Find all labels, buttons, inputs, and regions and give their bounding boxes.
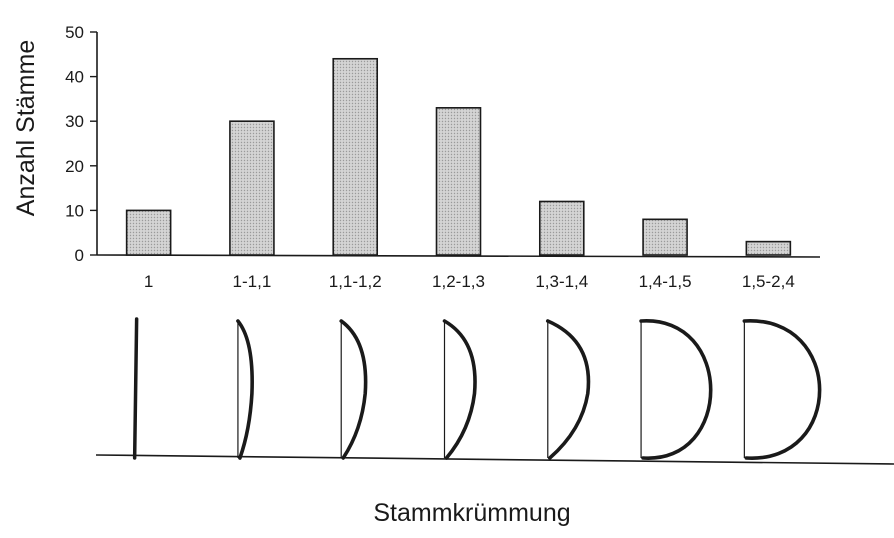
y-tick-label: 40 bbox=[65, 68, 84, 87]
half-circle-stem-icon bbox=[639, 319, 713, 460]
bars bbox=[125, 57, 792, 256]
bar bbox=[229, 120, 275, 256]
category-label: 1,1-1,2 bbox=[329, 272, 382, 291]
x-axis-line bbox=[96, 254, 821, 258]
bar bbox=[642, 218, 688, 256]
y-axis-title: Anzahl Stämme bbox=[12, 40, 40, 216]
y-ticks: 0 10 20 30 40 50 bbox=[65, 23, 97, 265]
category-label: 1,5-2,4 bbox=[742, 272, 795, 291]
curved-stem-icon bbox=[339, 319, 368, 460]
bar bbox=[745, 240, 792, 256]
curvature-icons bbox=[132, 317, 822, 460]
y-tick-label: 10 bbox=[65, 201, 84, 220]
bar bbox=[332, 57, 379, 256]
category-label: 1 bbox=[144, 272, 153, 291]
category-label: 1-1,1 bbox=[233, 272, 272, 291]
y-tick-label: 30 bbox=[65, 112, 84, 131]
category-labels: 1 1-1,1 1,1-1,2 1,2-1,3 1,3-1,4 1,4-1,5 1,5-2,… bbox=[144, 272, 795, 291]
bar bbox=[435, 107, 482, 256]
ground-line bbox=[95, 454, 894, 465]
y-tick-label: 20 bbox=[65, 157, 84, 176]
strongly-curved-stem-icon bbox=[545, 319, 591, 460]
y-tick-label: 0 bbox=[75, 246, 84, 265]
category-label: 1,4-1,5 bbox=[639, 272, 692, 291]
bar bbox=[538, 200, 585, 256]
category-label: 1,3-1,4 bbox=[535, 272, 588, 291]
half-circle-stem-icon bbox=[742, 319, 822, 460]
slightly-curved-stem-icon bbox=[236, 319, 254, 460]
bar bbox=[125, 209, 172, 256]
y-tick-label: 50 bbox=[65, 23, 84, 42]
straight-stem-icon bbox=[132, 317, 139, 460]
curved-stem-icon bbox=[442, 319, 477, 460]
x-axis-title: Stammkrümmung bbox=[373, 499, 570, 527]
category-label: 1,2-1,3 bbox=[432, 272, 485, 291]
